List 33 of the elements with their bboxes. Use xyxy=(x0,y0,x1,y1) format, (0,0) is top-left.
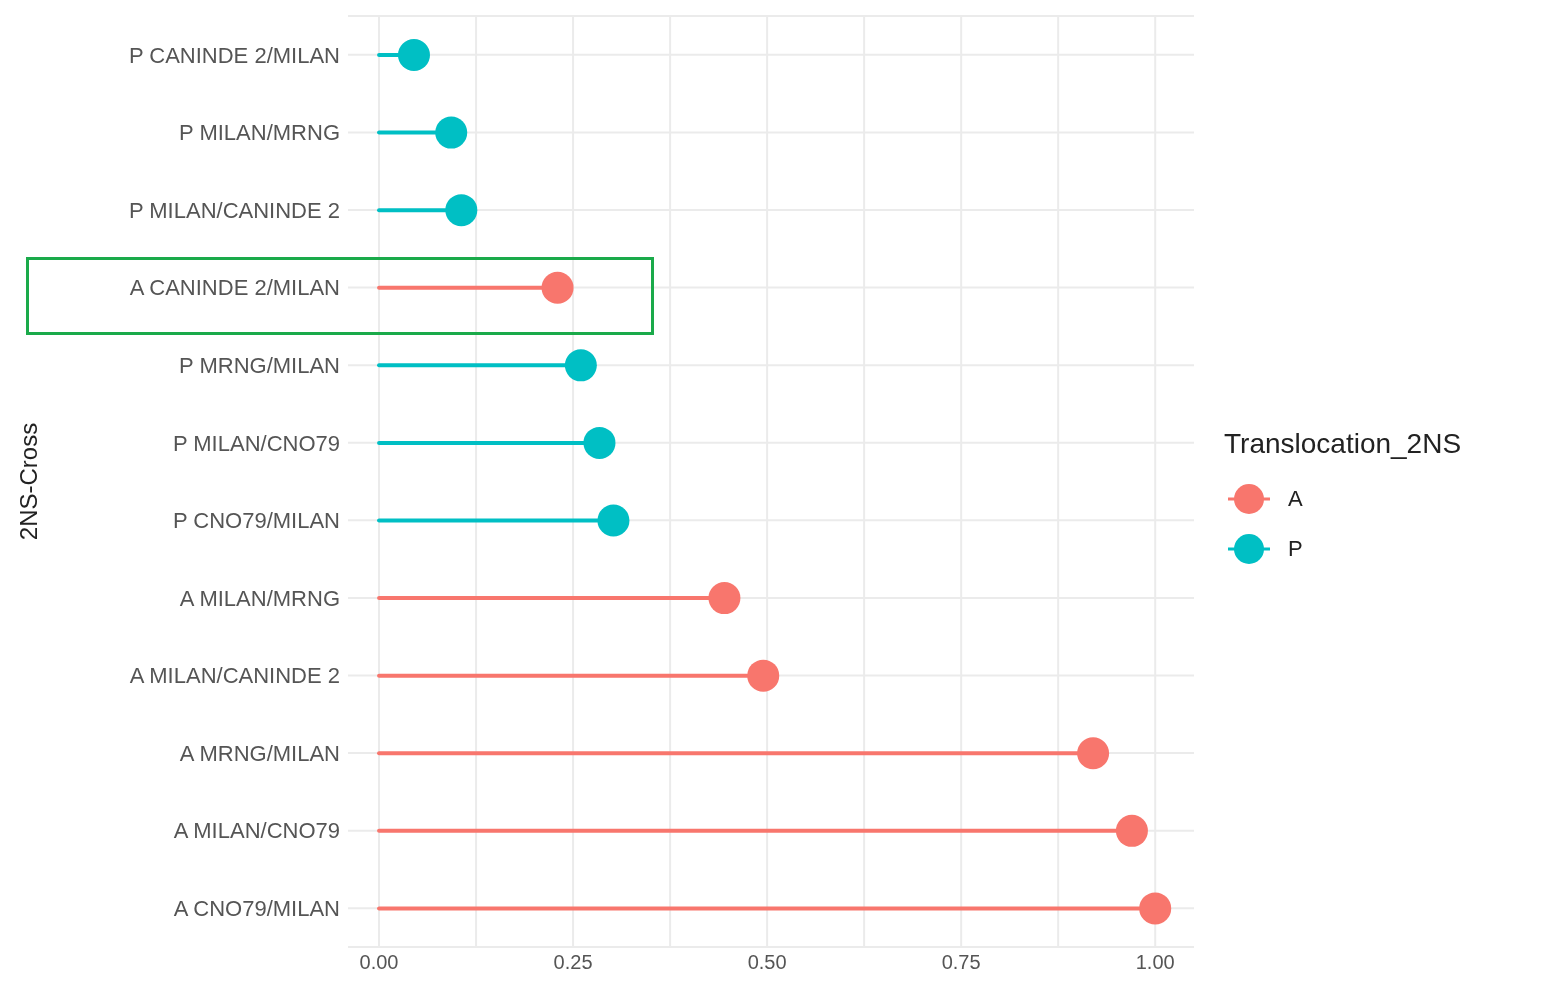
y-tick-label: A MILAN/MRNG xyxy=(179,585,340,611)
point xyxy=(708,582,741,615)
y-tick-label: P MILAN/CANINDE 2 xyxy=(128,197,340,223)
x-tick-label: 0.75 xyxy=(941,951,981,974)
point xyxy=(583,426,616,459)
y-tick-label: A MILAN/CNO79 xyxy=(173,818,340,844)
point xyxy=(747,659,780,692)
legend-title: Translocation_2NS xyxy=(1224,427,1463,460)
y-tick-label: P CNO79/MILAN xyxy=(172,508,340,534)
point xyxy=(1139,892,1172,925)
y-tick-label: A MRNG/MILAN xyxy=(179,740,340,766)
point xyxy=(541,271,574,304)
point xyxy=(397,39,430,71)
point xyxy=(597,504,630,537)
x-tick-label: 1.00 xyxy=(1135,951,1175,974)
point xyxy=(1077,737,1110,770)
y-tick-label: P MILAN/CNO79 xyxy=(172,430,340,456)
y-tick-label: P MRNG/MILAN xyxy=(179,352,340,378)
legend-label: P xyxy=(1288,535,1303,562)
point xyxy=(1115,814,1148,847)
y-tick-label: A CANINDE 2/MILAN xyxy=(129,275,340,301)
legend-label: A xyxy=(1288,485,1303,512)
y-axis-title: 2NS-Cross xyxy=(14,422,42,541)
y-tick-label: P MILAN/MRNG xyxy=(179,120,340,146)
y-tick-label: A CNO79/MILAN xyxy=(173,896,340,922)
point xyxy=(445,194,478,227)
point xyxy=(435,116,468,149)
y-tick-label: P CANINDE 2/MILAN xyxy=(128,42,340,68)
x-tick-label: 0.25 xyxy=(553,951,593,974)
x-tick-label: 0.50 xyxy=(747,951,787,974)
x-tick-label: 0.00 xyxy=(359,951,399,974)
point xyxy=(564,349,597,382)
y-tick-label: A MILAN/CANINDE 2 xyxy=(129,663,340,689)
